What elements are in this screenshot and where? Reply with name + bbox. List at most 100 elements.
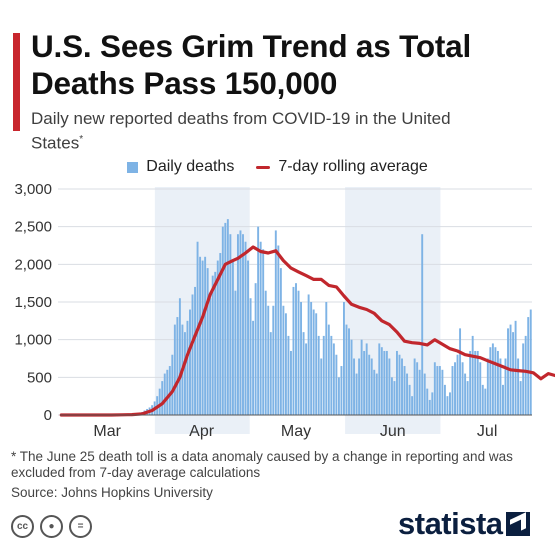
bar [250,298,252,415]
bar [202,261,204,415]
bar [411,396,413,415]
bar [406,374,408,415]
bar [189,310,191,415]
bar [419,370,421,415]
bar [399,355,401,415]
bar [171,355,173,415]
bar [353,359,355,416]
bar [325,302,327,415]
bar [340,366,342,415]
bar [320,359,322,416]
bar [452,366,454,415]
bar [318,336,320,415]
statista-mark-icon [506,512,530,536]
x-tick-label: Mar [93,423,121,440]
bar [439,366,441,415]
bar [234,291,236,415]
y-tick-label: 1,000 [14,332,52,349]
bar [457,355,459,415]
bar [187,321,189,415]
bar [232,261,234,415]
bar [298,291,300,415]
bar [176,317,178,415]
bar [270,332,272,415]
legend-item-rolling-average: 7-day rolling average [256,158,427,176]
legend-item-daily-deaths: Daily deaths [127,158,234,176]
bar [525,336,527,415]
bar [386,351,388,415]
bar [366,343,368,415]
bar [391,377,393,415]
bar [363,351,365,415]
bar [179,298,181,415]
bar [305,343,307,415]
bar [164,374,166,415]
bar [376,374,378,415]
y-tick-label: 2,000 [14,256,52,273]
bar [277,246,279,416]
bar [368,355,370,415]
bar [338,377,340,415]
x-tick-label: Jun [380,423,406,440]
bar [527,317,529,415]
subtitle-text: Daily new reported deaths from COVID-19 … [31,109,451,153]
bar [424,374,426,415]
bar [209,298,211,415]
footnote: * The June 25 death toll is a data anoma… [11,449,531,481]
bar [313,310,315,415]
bar [267,306,269,415]
bar [262,249,264,415]
cc-icon[interactable]: cc [11,515,34,538]
nd-icon[interactable]: = [69,515,92,538]
bar [275,230,277,415]
bar [477,351,479,415]
chart-legend: Daily deaths 7-day rolling average [0,158,555,176]
bar [303,332,305,415]
bar [416,362,418,415]
bar [161,381,163,415]
bar [361,340,363,415]
bar [396,351,398,415]
bar [388,359,390,416]
bar [429,400,431,415]
bar [255,283,257,415]
bar [492,343,494,415]
bar [421,234,423,415]
chart-title: U.S. Sees Grim Trend as Total Deaths Pas… [31,28,531,102]
title-accent-bar [13,33,20,131]
bar [199,257,201,415]
subtitle-footnote-marker: * [79,134,83,145]
bar [282,306,284,415]
bar [426,389,428,415]
bar [479,362,481,415]
bar [414,359,416,416]
bar [245,242,247,415]
bar [287,336,289,415]
bar [393,381,395,415]
bar [497,351,499,415]
bar [214,272,216,415]
bar [467,381,469,415]
bar [323,336,325,415]
bar [373,370,375,415]
x-tick-label: Jul [477,423,497,440]
bar [330,336,332,415]
bar [174,325,176,415]
bar [487,359,489,416]
bar [257,227,259,415]
by-icon[interactable]: ● [40,515,63,538]
bar [207,268,209,415]
bar [474,351,476,415]
bar [434,362,436,415]
bar [469,351,471,415]
bar [308,294,310,415]
bar [242,234,244,415]
bar [300,302,302,415]
bar [343,302,345,415]
bar [512,332,514,415]
bar [520,381,522,415]
source-note: Source: Johns Hopkins University [11,485,213,500]
bar [295,283,297,415]
bar [265,291,267,415]
bar [184,332,186,415]
